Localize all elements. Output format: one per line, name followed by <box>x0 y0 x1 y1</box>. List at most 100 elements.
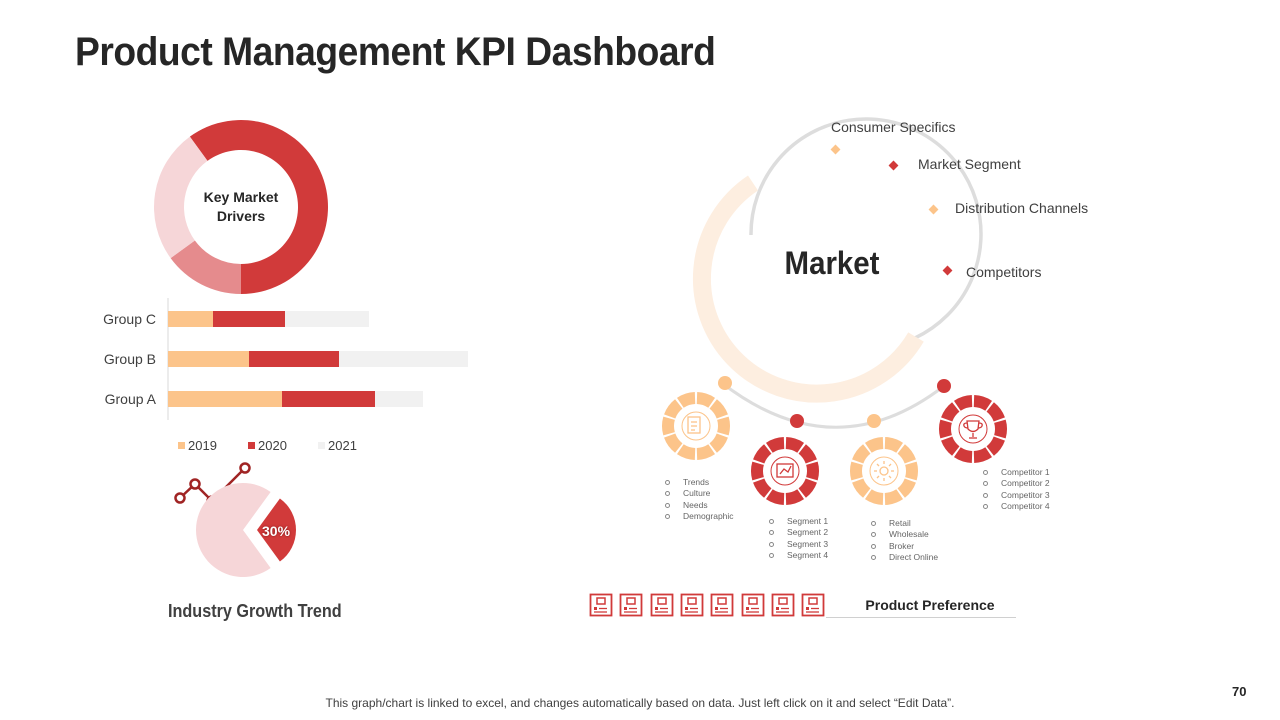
ring-segment-segment <box>785 437 805 453</box>
ring-distribution-segment <box>884 437 904 453</box>
ring-distribution-segment <box>897 444 916 464</box>
growth-percent-label: 30% <box>262 523 291 539</box>
bar-group-a-2019 <box>168 391 282 407</box>
idea-spark-icon <box>874 461 894 481</box>
consumer-list: Trends Culture Needs Demographic <box>665 477 734 522</box>
ring-consumer-segment <box>662 416 675 436</box>
list-item: Segment 2 <box>769 527 828 538</box>
market-cream-ring <box>692 175 924 403</box>
bar-group-b-2020 <box>249 351 339 367</box>
list-item: Trends <box>665 477 734 488</box>
list-item: Segment 1 <box>769 516 828 527</box>
list-item: Competitor 3 <box>983 490 1050 501</box>
donut-slice-2 <box>154 136 208 259</box>
list-item: Competitor 4 <box>983 501 1050 512</box>
product-box-icon <box>741 593 765 617</box>
bar-group-a-2021 <box>375 391 423 407</box>
competitors-list: Competitor 1 Competitor 2 Competitor 3 C… <box>983 467 1050 512</box>
node-dot-3 <box>867 414 881 428</box>
marker-competitors <box>942 265 953 276</box>
market-center-label: Market <box>784 245 880 281</box>
ring-consumer-segment <box>676 392 696 408</box>
market-gray-ring <box>749 117 983 340</box>
page-number: 70 <box>1232 684 1247 699</box>
ring-consumer-segment <box>717 416 731 436</box>
list-item: Broker <box>871 541 938 552</box>
ring-distribution-segment <box>849 461 863 481</box>
node-dot-1 <box>718 376 732 390</box>
key-market-drivers-donut <box>154 120 329 295</box>
legend-label-2020: 2020 <box>258 438 287 453</box>
product-box-icon <box>801 593 825 617</box>
ring-competitors-segment <box>953 447 973 463</box>
page-title: Product Management KPI Dashboard <box>75 30 716 74</box>
industry-growth-pie <box>196 483 296 577</box>
legend-swatch-2020 <box>248 442 255 449</box>
bar-group-c-2020 <box>213 311 285 327</box>
donut-slice-1 <box>170 240 241 294</box>
legend-swatch-2019 <box>178 442 185 449</box>
market-lower-arc <box>721 381 945 429</box>
document-icon <box>687 416 701 434</box>
left-charts <box>154 120 468 577</box>
legend-2020: 2020 <box>248 438 287 453</box>
legend-2019: 2019 <box>178 438 217 453</box>
ring-competitors-segment <box>986 436 1005 456</box>
list-item: Retail <box>871 518 938 529</box>
ring-competitors-segment <box>953 395 973 411</box>
ring-segment-segment <box>798 444 817 464</box>
product-box-icon <box>771 593 795 617</box>
ring-competitors-segment <box>941 436 960 456</box>
ring-segment-segment <box>753 444 772 464</box>
point-market-segment: Market Segment <box>918 156 1021 172</box>
point-competitors: Competitors <box>966 264 1042 280</box>
ring-segment-segment <box>765 437 785 453</box>
ring-segment-segment <box>765 489 785 505</box>
ring-competitors-segment <box>973 447 993 463</box>
list-item: Segment 4 <box>769 550 828 561</box>
ring-distribution-segment <box>852 444 871 464</box>
legend-label-2019: 2019 <box>188 438 217 453</box>
legend-label-2021: 2021 <box>328 438 357 453</box>
list-item: Wholesale <box>871 529 938 540</box>
distribution-list: Retail Wholesale Broker Direct Online <box>871 518 938 563</box>
donut-center-label: Key Market Drivers <box>203 189 279 224</box>
ring-consumer-segment <box>696 392 716 408</box>
ring-distribution-segment <box>864 489 884 505</box>
list-item: Demographic <box>665 511 734 522</box>
ring-distribution-segment <box>884 489 904 505</box>
ring-consumer-segment <box>709 399 728 419</box>
ring-segment-segment <box>806 461 820 481</box>
ring-segment-segment <box>785 489 805 505</box>
product-preference-underline <box>826 617 1016 618</box>
point-consumer-specifics: Consumer Specifics <box>831 119 956 135</box>
ring-consumer-segment <box>676 444 696 460</box>
group-bar-chart <box>167 298 468 420</box>
ring-segment-segment <box>753 478 772 498</box>
segment-list: Segment 1 Segment 2 Segment 3 Segment 4 <box>769 516 828 561</box>
bar-group-c-2021 <box>285 311 369 327</box>
product-box-icon <box>589 593 613 617</box>
point-distribution-channels: Distribution Channels <box>955 200 1089 216</box>
industry-growth-title: Industry Growth Trend <box>168 601 342 621</box>
trophy-icon <box>963 420 983 439</box>
ring-consumer-segment <box>709 433 728 453</box>
marker-distribution-channels <box>928 204 939 215</box>
ring-competitors-segment <box>994 419 1007 439</box>
bar-label-group-c: Group C <box>103 311 156 327</box>
bar-group-c-2019 <box>168 311 213 327</box>
legend-2021: 2021 <box>318 438 357 453</box>
donut-slice-0 <box>189 120 329 295</box>
ring-distribution-segment <box>905 461 918 481</box>
list-item: Competitor 2 <box>983 478 1050 489</box>
chart-board-icon <box>776 463 794 478</box>
product-box-icon <box>619 593 643 617</box>
node-dot-4 <box>937 379 951 393</box>
product-box-icon <box>710 593 734 617</box>
ring-distribution-segment <box>864 437 884 453</box>
product-box-icon <box>650 593 674 617</box>
bar-label-group-b: Group B <box>103 351 156 367</box>
ring-segment-segment <box>798 478 817 498</box>
list-item: Needs <box>665 500 734 511</box>
list-item: Competitor 1 <box>983 467 1050 478</box>
